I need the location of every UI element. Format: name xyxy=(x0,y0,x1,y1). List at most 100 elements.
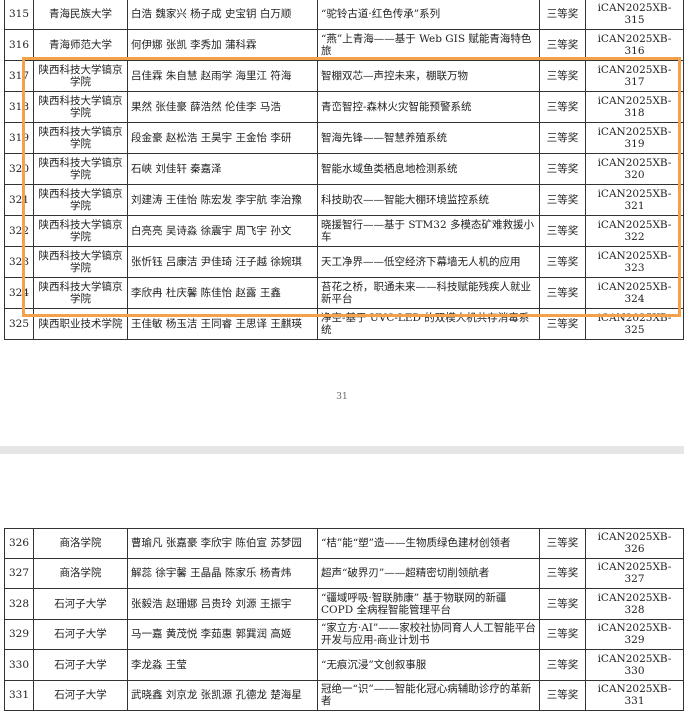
project: 净空-基于 UVC-LED 的双模人机共存消毒系统 xyxy=(318,309,540,340)
row-number: 329 xyxy=(4,619,34,650)
award: 三等奖 xyxy=(540,680,586,711)
members: 王佳敏 杨玉洁 王同睿 王思译 王麒瑛 xyxy=(128,309,318,340)
award-id: iCAN2025XB-317 xyxy=(586,61,684,92)
row-number: 327 xyxy=(4,558,34,589)
school: 陕西科技大学镐京学院 xyxy=(34,154,128,185)
award-id: iCAN2025XB-318 xyxy=(586,92,684,123)
award: 三等奖 xyxy=(540,61,586,92)
project: 天工净界——低空经济下幕墙无人机的应用 xyxy=(318,247,540,278)
project: 苔花之桥，职通未来——科技赋能残疾人就业新平台 xyxy=(318,278,540,309)
award: 三等奖 xyxy=(540,278,586,309)
award: 三等奖 xyxy=(540,185,586,216)
row-number: 319 xyxy=(4,123,34,154)
school: 石河子大学 xyxy=(34,619,128,650)
members: 武晓鑫 刘京龙 张凯源 孔德龙 楚海星 xyxy=(128,680,318,711)
award-id: iCAN2025XB-326 xyxy=(586,528,684,559)
members: 李龙淼 王莹 xyxy=(128,650,318,681)
school: 石河子大学 xyxy=(34,589,128,620)
row-number: 324 xyxy=(4,278,34,309)
project: “家立方·AI”——家校社协同育人人工智能平台开发与应用-商业计划书 xyxy=(318,619,540,650)
school: 青海师范大学 xyxy=(34,30,128,61)
award: 三等奖 xyxy=(540,650,586,681)
project: 智海先锋——智慧养殖系统 xyxy=(318,123,540,154)
row-number: 316 xyxy=(4,30,34,61)
row-number: 323 xyxy=(4,247,34,278)
school: 陕西科技大学镐京学院 xyxy=(34,61,128,92)
row-number: 317 xyxy=(4,61,34,92)
members: 石峡 刘佳轩 秦嘉泽 xyxy=(128,154,318,185)
school: 石河子大学 xyxy=(34,650,128,681)
award: 三等奖 xyxy=(540,309,586,340)
award: 三等奖 xyxy=(540,558,586,589)
award: 三等奖 xyxy=(540,216,586,247)
members: 李欣冉 杜庆馨 陈佳怡 赵露 王鑫 xyxy=(128,278,318,309)
award-id: iCAN2025XB-328 xyxy=(586,589,684,620)
school: 陕西科技大学镐京学院 xyxy=(34,247,128,278)
members: 张毅浩 赵珊娜 吕贵玲 刘源 王振宇 xyxy=(128,589,318,620)
award-id: iCAN2025XB-325 xyxy=(586,309,684,340)
school: 商洛学院 xyxy=(34,558,128,589)
award-id: iCAN2025XB-320 xyxy=(586,154,684,185)
award-id: iCAN2025XB-315 xyxy=(586,0,684,30)
row-number: 330 xyxy=(4,650,34,681)
row-number: 321 xyxy=(4,185,34,216)
members: 吕佳霖 朱自慧 赵雨学 海里江 符海 xyxy=(128,61,318,92)
members: 曹瑜凡 张嘉豪 李欣宇 陈伯宣 苏梦园 xyxy=(128,528,318,559)
school: 石河子大学 xyxy=(34,680,128,711)
school: 陕西科技大学镐京学院 xyxy=(34,123,128,154)
school: 青海民族大学 xyxy=(34,0,128,30)
award-id: iCAN2025XB-331 xyxy=(586,680,684,711)
award-id: iCAN2025XB-316 xyxy=(586,30,684,61)
row-number: 328 xyxy=(4,589,34,620)
award: 三等奖 xyxy=(540,0,586,30)
project: 晓援智行——基于 STM32 多模态矿难救援小车 xyxy=(318,216,540,247)
school: 陕西科技大学镐京学院 xyxy=(34,278,128,309)
row-number: 318 xyxy=(4,92,34,123)
members: 马一嘉 黄茂悦 李茹惠 郭巽润 高姬 xyxy=(128,619,318,650)
project: 青峦智控-森林火灾智能预警系统 xyxy=(318,92,540,123)
members: 张忻钰 吕康洁 尹佳琦 汪子越 徐婉琪 xyxy=(128,247,318,278)
award-id: iCAN2025XB-329 xyxy=(586,619,684,650)
table-top: 315 青海民族大学 白浩 魏家兴 杨子成 史宝钥 白万顺 “驼铃古道·红色传承”系列… xyxy=(0,0,684,341)
award: 三等奖 xyxy=(540,589,586,620)
school: 陕西科技大学镐京学院 xyxy=(34,185,128,216)
row-number: 315 xyxy=(4,0,34,30)
award: 三等奖 xyxy=(540,528,586,559)
project: 智棚双芯—声控未来，棚联万物 xyxy=(318,61,540,92)
row-number: 331 xyxy=(4,680,34,711)
award: 三等奖 xyxy=(540,30,586,61)
school: 陕西科技大学镐京学院 xyxy=(34,216,128,247)
project: “无痕沉浸”文创叙事服 xyxy=(318,650,540,681)
award-id: iCAN2025XB-330 xyxy=(586,650,684,681)
table-bottom: 326 商洛学院 曹瑜凡 张嘉豪 李欣宇 陈伯宣 苏梦园 “桔”能“塑”造——生物质绿… xyxy=(0,528,684,728)
row-number: 326 xyxy=(4,528,34,559)
award-id: iCAN2025XB-321 xyxy=(586,185,684,216)
school: 商洛学院 xyxy=(34,528,128,559)
row-number: 325 xyxy=(4,309,34,340)
page-number: 31 xyxy=(336,392,348,402)
members: 白亮亮 吴诗淼 徐震宇 周飞宇 孙文 xyxy=(128,216,318,247)
members: 刘建涛 王佳怡 陈宏发 李宇航 李治豫 xyxy=(128,185,318,216)
award: 三等奖 xyxy=(540,154,586,185)
project: 科技助农——智能大棚环境监控系统 xyxy=(318,185,540,216)
award-id: iCAN2025XB-324 xyxy=(586,278,684,309)
row-number: 320 xyxy=(4,154,34,185)
members: 解蕊 徐宇馨 王晶晶 陈家乐 杨青炜 xyxy=(128,558,318,589)
project: “疆域呼吸·智联肺康” 基于物联网的新疆 COPD 全病程智能管理平台 xyxy=(318,589,540,620)
award: 三等奖 xyxy=(540,123,586,154)
award-id: iCAN2025XB-322 xyxy=(586,216,684,247)
project: 智能水域鱼类栖息地检测系统 xyxy=(318,154,540,185)
award: 三等奖 xyxy=(540,619,586,650)
project: 冠绝一“识”——智能化冠心病辅助诊疗的革新者 xyxy=(318,680,540,711)
award-id: iCAN2025XB-319 xyxy=(586,123,684,154)
award: 三等奖 xyxy=(540,247,586,278)
row-number: 322 xyxy=(4,216,34,247)
members: 白浩 魏家兴 杨子成 史宝钥 白万顺 xyxy=(128,0,318,30)
school: 陕西科技大学镐京学院 xyxy=(34,92,128,123)
project: 超声“破界刃”——超精密切削领航者 xyxy=(318,558,540,589)
school: 陕西职业技术学院 xyxy=(34,309,128,340)
project: “驼铃古道·红色传承”系列 xyxy=(318,0,540,30)
members: 何伊娜 张凯 李秀加 蒲科霖 xyxy=(128,30,318,61)
award: 三等奖 xyxy=(540,92,586,123)
